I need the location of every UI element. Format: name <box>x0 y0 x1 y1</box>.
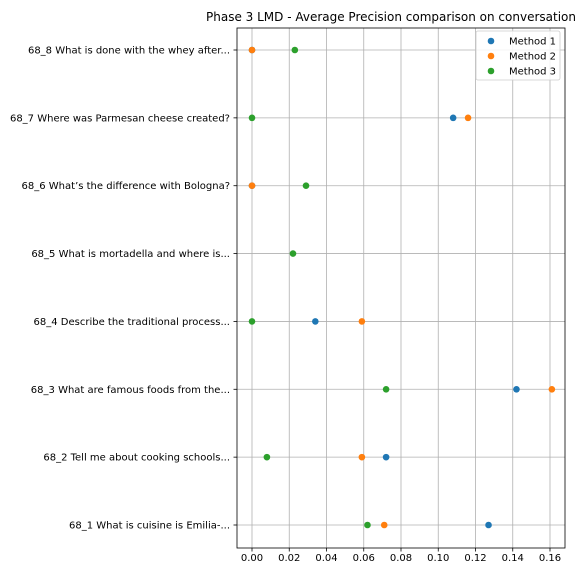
data-point-method-2 <box>248 182 256 190</box>
legend-marker <box>487 52 495 60</box>
data-point-method-2 <box>548 385 556 393</box>
legend-label: Method 3 <box>509 67 556 78</box>
data-point-method-2 <box>358 318 366 325</box>
x-tick-label: 0.06 <box>353 553 375 564</box>
chart-title: Phase 3 LMD - Average Precision comparis… <box>206 10 576 24</box>
data-points <box>248 46 556 529</box>
x-tick-label: 0.14 <box>502 553 524 564</box>
data-point-method-3 <box>291 46 299 54</box>
data-point-method-2 <box>464 114 472 122</box>
data-point-method-3 <box>248 114 256 122</box>
x-tick-label: 0.12 <box>464 553 486 564</box>
x-tick-label: 0.16 <box>539 553 561 564</box>
data-point-method-1 <box>513 385 520 393</box>
data-point-method-2 <box>248 46 256 54</box>
legend-marker <box>487 37 495 45</box>
y-axis: 68_1 What is cuisine is Emilia-... 68_2 T… <box>10 46 237 532</box>
y-tick-label: 68_6 What’s the difference with Bologna? <box>22 181 230 192</box>
y-tick-label: 68_1 What is cuisine is Emilia-... <box>69 521 230 532</box>
y-tick-label: 68_3 What are famous foods from the... <box>31 385 230 396</box>
data-point-method-1 <box>382 453 390 461</box>
legend-label: Method 1 <box>509 37 556 48</box>
legend-label: Method 2 <box>509 52 556 63</box>
data-point-method-1 <box>449 114 457 122</box>
x-tick-label: 0.10 <box>427 553 449 564</box>
y-tick-label: 68_7 Where was Parmesan cheese created? <box>10 113 230 124</box>
x-tick-label: 0.04 <box>315 553 337 564</box>
legend-marker <box>487 67 495 75</box>
data-point-method-1 <box>312 318 319 325</box>
grid <box>237 28 565 548</box>
legend: Method 1 Method 2 Method 3 <box>475 30 561 81</box>
x-tick-label: 0.02 <box>278 553 300 564</box>
x-tick-label: 0.00 <box>241 553 263 564</box>
data-point-method-1 <box>485 521 492 529</box>
y-tick-label: 68_5 What is mortadella and where is... <box>31 249 230 260</box>
y-tick-label: 68_8 What is done with the whey after... <box>28 46 230 57</box>
data-point-method-3 <box>382 385 390 393</box>
x-axis: 0.00 0.02 0.04 0.06 0.08 0.10 0.12 0.14 0.16 <box>241 548 561 564</box>
data-point-method-3 <box>302 182 310 190</box>
x-tick-label: 0.08 <box>390 553 412 564</box>
data-point-method-3 <box>248 318 256 325</box>
data-point-method-3 <box>263 453 271 461</box>
y-tick-label: 68_2 Tell me about cooking schools... <box>43 453 230 464</box>
data-point-method-3 <box>289 250 297 257</box>
data-point-method-2 <box>380 521 388 529</box>
data-point-method-2 <box>358 453 366 461</box>
legend-frame <box>475 30 561 81</box>
data-point-method-3 <box>364 521 371 529</box>
y-tick-label: 68_4 Describe the traditional process... <box>34 317 230 328</box>
